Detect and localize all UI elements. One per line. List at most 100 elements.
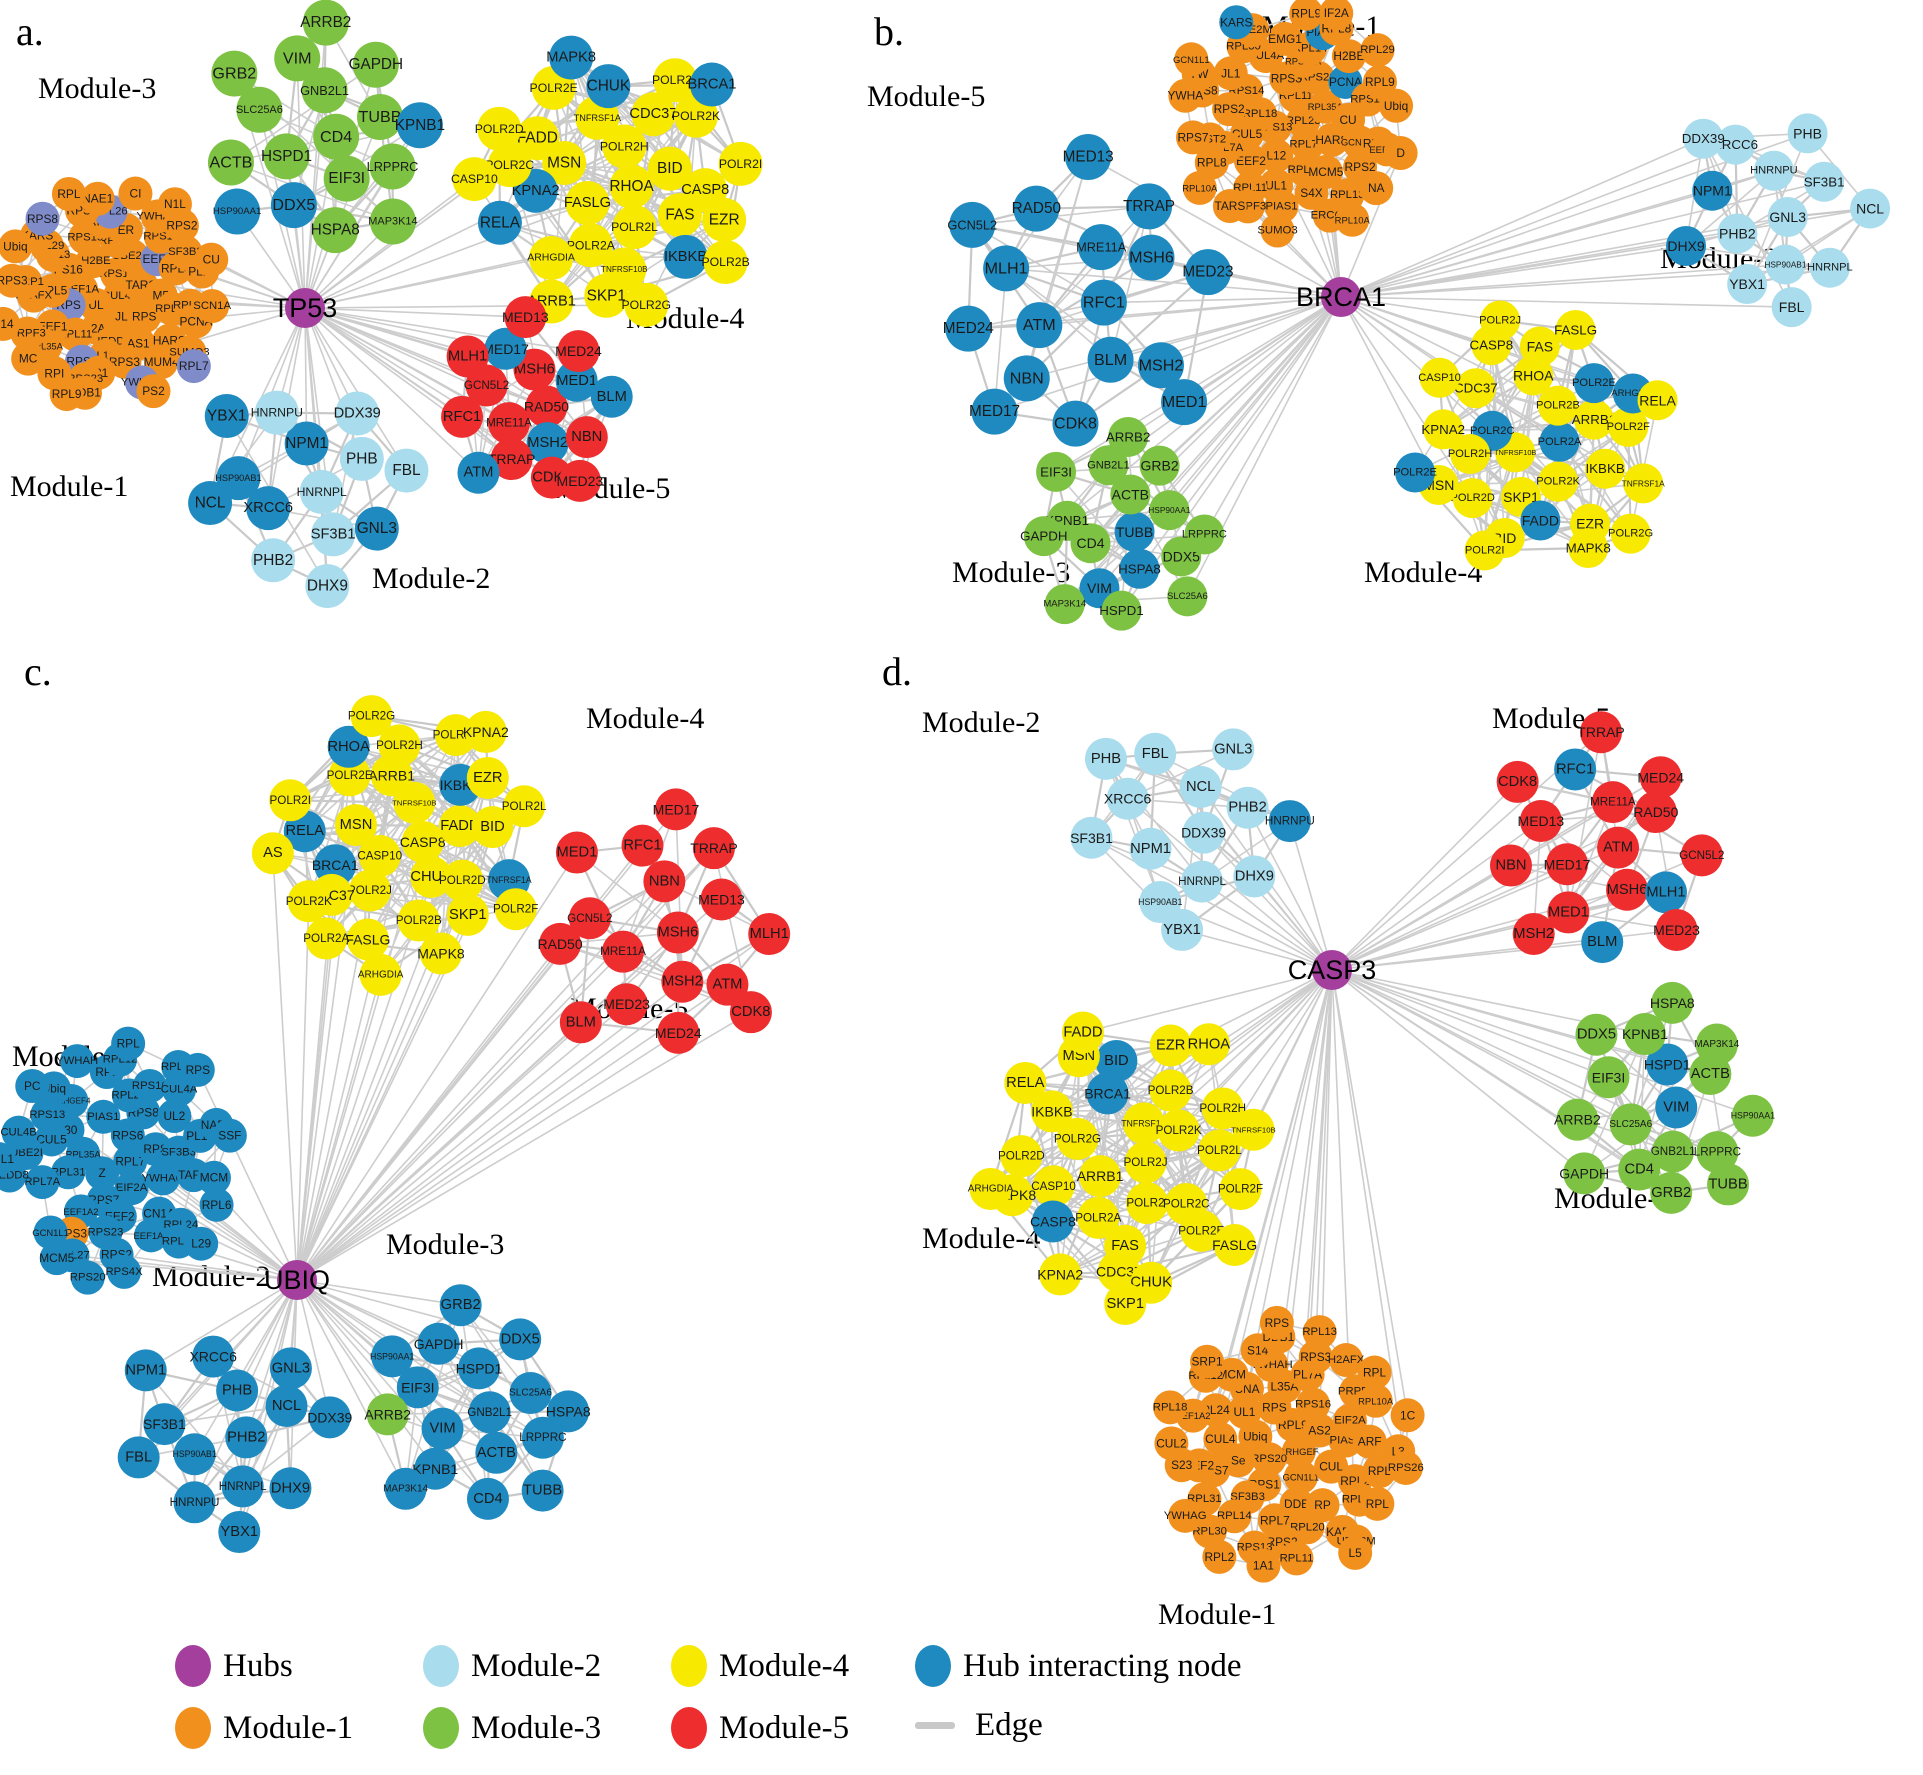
b-m3-HSPA8[interactable]: HSPA8 xyxy=(1118,548,1161,589)
d-m4-BID[interactable]: BID xyxy=(1095,1040,1138,1083)
d-m4-SKP1[interactable]: SKP1 xyxy=(1104,1282,1147,1325)
d-m1-59[interactable]: RPL18 xyxy=(1153,1390,1188,1425)
d-m2-HNRNPU[interactable]: HNRNPU xyxy=(1265,800,1315,843)
c-m2-DHX9[interactable]: DHX9 xyxy=(269,1467,312,1510)
b-m5-TRRAP[interactable]: TRRAP xyxy=(1123,183,1175,230)
a-m3-DDX5[interactable]: DDX5 xyxy=(270,182,317,229)
c-m2-NCL[interactable]: NCL xyxy=(265,1385,308,1428)
a-m1-56[interactable]: MC xyxy=(11,341,46,376)
d-m2-YBX1[interactable]: YBX1 xyxy=(1161,908,1204,951)
c-m2-HNRNPL[interactable]: HNRNPL xyxy=(219,1465,267,1508)
c-m4-SKP1[interactable]: SKP1 xyxy=(446,893,489,936)
c-m1-49[interactable]: RPL xyxy=(111,1026,146,1061)
d-m1-17[interactable]: CUL4 xyxy=(1203,1421,1238,1456)
a-m2-YBX1[interactable]: YBX1 xyxy=(204,393,249,438)
b-m2-DHX9[interactable]: DHX9 xyxy=(1666,226,1707,267)
c-m3-GRB2[interactable]: GRB2 xyxy=(439,1284,482,1327)
c-m3-VIM[interactable]: VIM xyxy=(421,1407,464,1450)
c-m3-ACTB[interactable]: ACTB xyxy=(475,1431,518,1474)
b-m5-MED24[interactable]: MED24 xyxy=(943,305,995,352)
b-m4-RELA[interactable]: RELA xyxy=(1637,380,1678,421)
a-m5-RFC1[interactable]: RFC1 xyxy=(441,395,484,438)
b-m1-43[interactable]: RPS7 xyxy=(1175,120,1210,155)
d-m4-FADD[interactable]: FADD xyxy=(1061,1011,1104,1054)
b-m5-MED13[interactable]: MED13 xyxy=(1063,133,1114,180)
hub-node-ubiq[interactable] xyxy=(277,1260,317,1300)
c-m5-RFC1[interactable]: RFC1 xyxy=(621,824,664,867)
b-m2-NCL[interactable]: NCL xyxy=(1850,188,1891,229)
b-m3-EIF3I[interactable]: EIF3I xyxy=(1036,451,1077,492)
b-m5-MLH1[interactable]: MLH1 xyxy=(983,245,1030,292)
d-m3-VIM[interactable]: VIM xyxy=(1655,1086,1698,1129)
d-m4-POLR2I[interactable]: POLR2I xyxy=(1126,1182,1169,1225)
a-m1-57[interactable]: CI xyxy=(118,176,153,211)
d-m5-MED23[interactable]: MED23 xyxy=(1653,909,1700,952)
a-m2-FBL[interactable]: FBL xyxy=(384,448,429,493)
b-m5-CDK8[interactable]: CDK8 xyxy=(1052,400,1099,447)
a-m5-MLH1[interactable]: MLH1 xyxy=(446,335,489,378)
d-m2-FBL[interactable]: FBL xyxy=(1134,732,1177,775)
d-m5-MSH6[interactable]: MSH6 xyxy=(1606,868,1649,911)
a-m1-65[interactable]: N1L xyxy=(157,187,192,222)
c-m3-TUBB[interactable]: TUBB xyxy=(521,1469,564,1512)
c-m3-GAPDH[interactable]: GAPDH xyxy=(414,1322,464,1365)
d-m2-NCL[interactable]: NCL xyxy=(1179,765,1222,808)
d-m3-GRB2[interactable]: GRB2 xyxy=(1650,1171,1693,1214)
a-m1-54[interactable]: RPS8 xyxy=(25,201,60,236)
d-m2-NPM1[interactable]: NPM1 xyxy=(1129,827,1172,870)
b-m2-GNL3[interactable]: GNL3 xyxy=(1767,197,1808,238)
b-m5-BLM[interactable]: BLM xyxy=(1087,336,1134,383)
d-m1-51[interactable]: CUL2 xyxy=(1154,1426,1189,1461)
d-m4-EZR[interactable]: EZR xyxy=(1149,1024,1192,1067)
c-m5-CDK8[interactable]: CDK8 xyxy=(729,991,772,1034)
b-m4-FAS[interactable]: FAS xyxy=(1519,326,1560,367)
d-m2-PHB[interactable]: PHB xyxy=(1084,737,1127,780)
c-m2-FBL[interactable]: FBL xyxy=(117,1436,160,1479)
c-m2-GNL3[interactable]: GNL3 xyxy=(269,1347,312,1390)
d-m1-58[interactable]: L5 xyxy=(1338,1535,1373,1570)
d-m1-53[interactable]: 1A1 xyxy=(1246,1548,1281,1583)
b-m3-GRB2[interactable]: GRB2 xyxy=(1139,445,1180,486)
d-m1-60[interactable]: 1C xyxy=(1390,1398,1425,1433)
a-m5-ATM[interactable]: ATM xyxy=(457,451,500,494)
hub-node-brca1[interactable] xyxy=(1321,277,1361,317)
b-m4-IKBKB[interactable]: IKBKB xyxy=(1585,448,1626,489)
c-m2-YBX1[interactable]: YBX1 xyxy=(218,1511,261,1554)
d-m1-42[interactable]: RPL xyxy=(1360,1486,1395,1521)
a-m4-EZR[interactable]: EZR xyxy=(702,197,747,242)
a-m3-TUBB[interactable]: TUBB xyxy=(356,94,403,141)
a-m2-DDX39[interactable]: DDX39 xyxy=(334,391,381,436)
b-m1-48[interactable]: TARS xyxy=(1212,189,1247,224)
a-m3-HSPD1[interactable]: HSPD1 xyxy=(261,133,312,180)
c-m5-BLM[interactable]: BLM xyxy=(559,1001,602,1044)
b-m5-RFC1[interactable]: RFC1 xyxy=(1080,279,1127,326)
b-m1-54[interactable]: KARS xyxy=(1219,5,1254,40)
a-m2-PHB2[interactable]: PHB2 xyxy=(251,538,296,583)
b-m3-SLC25A6[interactable]: SLC25A6 xyxy=(1167,576,1208,617)
d-m1-45[interactable]: RPL11 xyxy=(1279,1541,1314,1576)
d-m5-RFC1[interactable]: RFC1 xyxy=(1554,748,1597,791)
d-m5-MSH2[interactable]: MSH2 xyxy=(1512,912,1555,955)
b-m4-POLR2I[interactable]: POLR2I xyxy=(1464,530,1505,571)
b-m1-47[interactable]: Ubiq xyxy=(1379,88,1414,123)
b-m2-NPM1[interactable]: NPM1 xyxy=(1692,170,1733,211)
c-m5-NBN[interactable]: NBN xyxy=(643,860,686,903)
a-m1-63[interactable]: RPL7 xyxy=(176,349,211,384)
a-m1-62[interactable]: RPL xyxy=(51,177,86,212)
a-m3-CD4[interactable]: CD4 xyxy=(313,113,360,160)
a-m4-IKBKB[interactable]: IKBKB xyxy=(663,234,708,279)
b-m5-MSH6[interactable]: MSH6 xyxy=(1128,234,1175,281)
d-m5-NBN[interactable]: NBN xyxy=(1489,844,1532,887)
d-m1-52[interactable]: RPL xyxy=(1357,1355,1392,1390)
c-m2-PHB2[interactable]: PHB2 xyxy=(225,1416,268,1459)
c-m5-MED17[interactable]: MED17 xyxy=(653,788,700,831)
d-m3-TUBB[interactable]: TUBB xyxy=(1707,1163,1750,1206)
c-m3-CD4[interactable]: CD4 xyxy=(466,1477,509,1520)
a-m5-NBN[interactable]: NBN xyxy=(565,416,608,459)
b-m3-TUBB[interactable]: TUBB xyxy=(1114,511,1155,552)
b-m5-NBN[interactable]: NBN xyxy=(1003,355,1050,402)
c-m2-DDX39[interactable]: DDX39 xyxy=(307,1396,353,1439)
a-m3-KPNB1[interactable]: KPNB1 xyxy=(395,102,445,149)
a-m2-NCL[interactable]: NCL xyxy=(188,481,233,526)
b-m2-HNRNPL[interactable]: HNRNPL xyxy=(1807,247,1853,288)
